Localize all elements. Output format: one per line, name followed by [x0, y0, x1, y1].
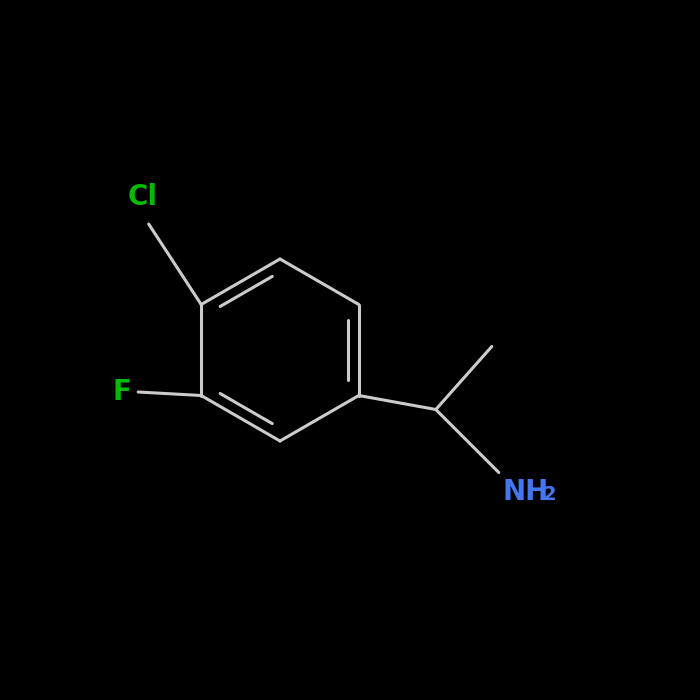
Text: 2: 2 — [543, 485, 556, 504]
Text: F: F — [112, 378, 131, 406]
Text: NH: NH — [503, 478, 549, 506]
Text: Cl: Cl — [128, 183, 158, 211]
